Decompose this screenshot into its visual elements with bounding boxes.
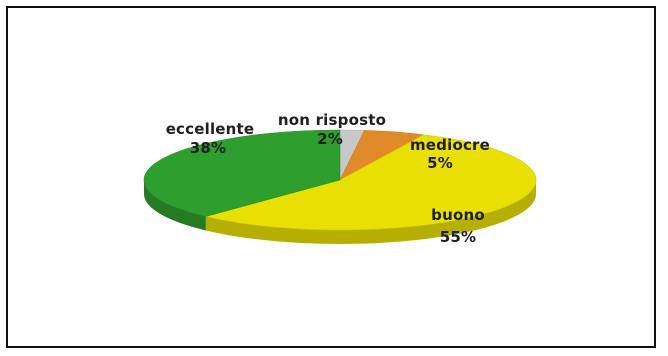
pie-slice-eccellente — [143, 129, 341, 217]
label-non-risposto: non risposto — [278, 111, 386, 129]
label-mediocre: mediocre — [410, 136, 490, 154]
pie-side-eccellente — [144, 180, 206, 231]
value-buono: 55% — [440, 228, 477, 246]
value-non-risposto: 2% — [317, 130, 343, 148]
label-eccellente: eccellente — [166, 120, 255, 138]
pie-sides — [144, 180, 536, 244]
pie-side-buono — [205, 180, 536, 244]
pie-slices — [143, 129, 537, 231]
value-mediocre: 5% — [427, 154, 453, 172]
label-buono: buono — [431, 206, 485, 224]
pie-slice-buono — [205, 134, 537, 231]
value-eccellente: 38% — [190, 139, 227, 157]
